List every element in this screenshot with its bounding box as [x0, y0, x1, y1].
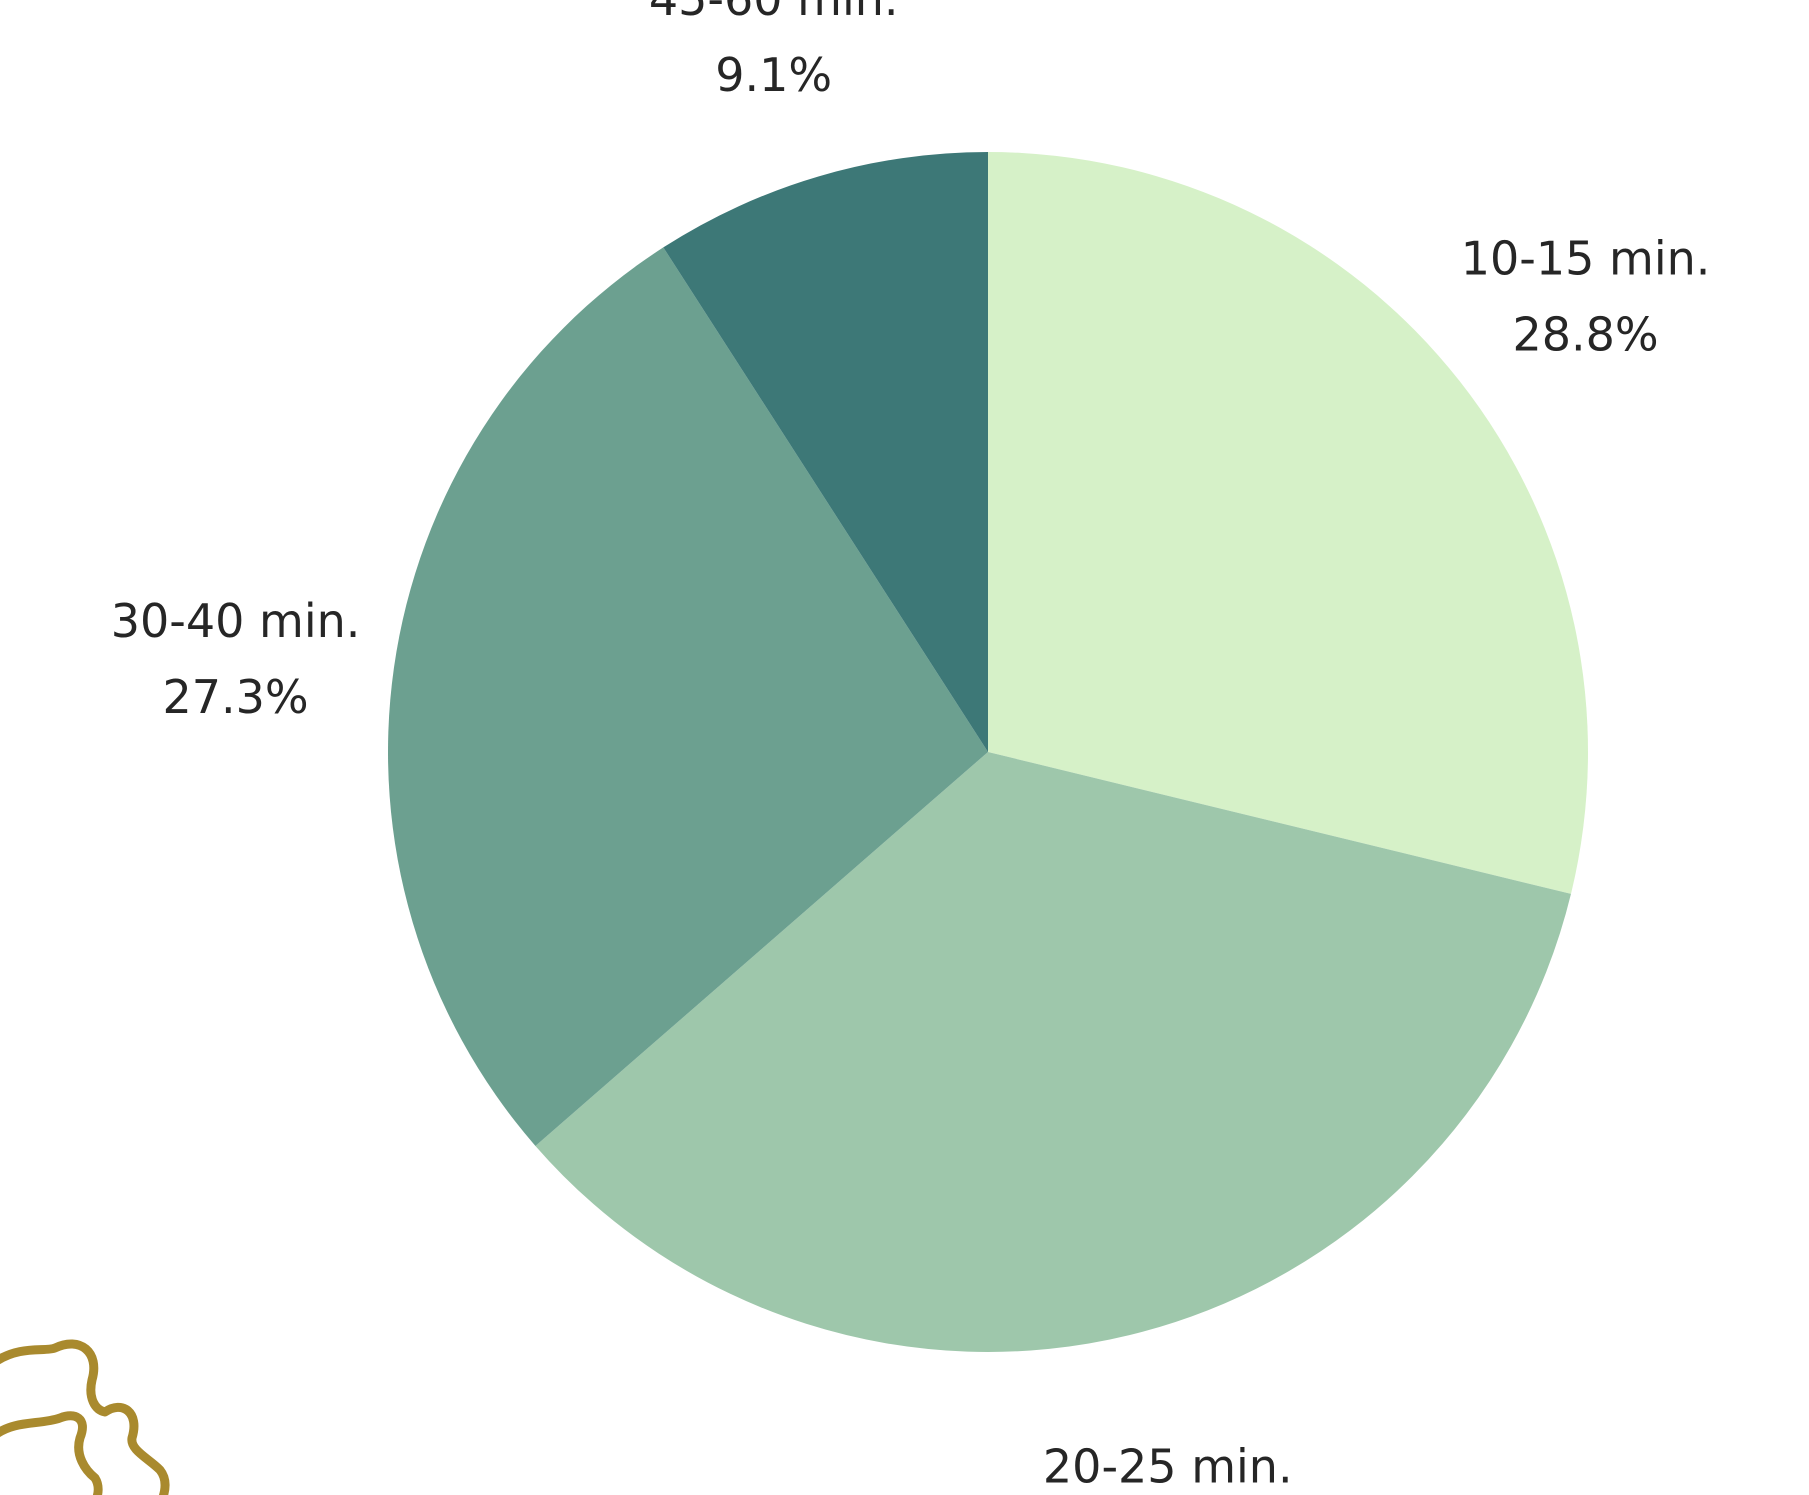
slice-category-label: 10-15 min.: [1461, 231, 1711, 285]
pie-slice-30-40-min: [388, 247, 988, 1146]
slice-percent-label: 28.8%: [1513, 307, 1659, 361]
slice-category-label: 45-60 min.: [649, 0, 899, 26]
pie-slice-10-15-min: [988, 152, 1588, 894]
squiggle-outline-icon: [0, 1339, 170, 1495]
slice-percent-label: 27.3%: [163, 670, 309, 724]
pie-labels: 10-15 min.28.8%20-25 min.34.8%30-40 min.…: [111, 0, 1711, 1493]
slice-category-label: 20-25 min.: [1043, 1439, 1293, 1493]
pie-slice-20-25-min: [535, 752, 1571, 1352]
pie-slice-45-60-min: [663, 152, 988, 752]
slice-category-label: 30-40 min.: [111, 594, 361, 648]
pie-slices: [388, 152, 1588, 1352]
slice-percent-label: 9.1%: [715, 48, 832, 102]
